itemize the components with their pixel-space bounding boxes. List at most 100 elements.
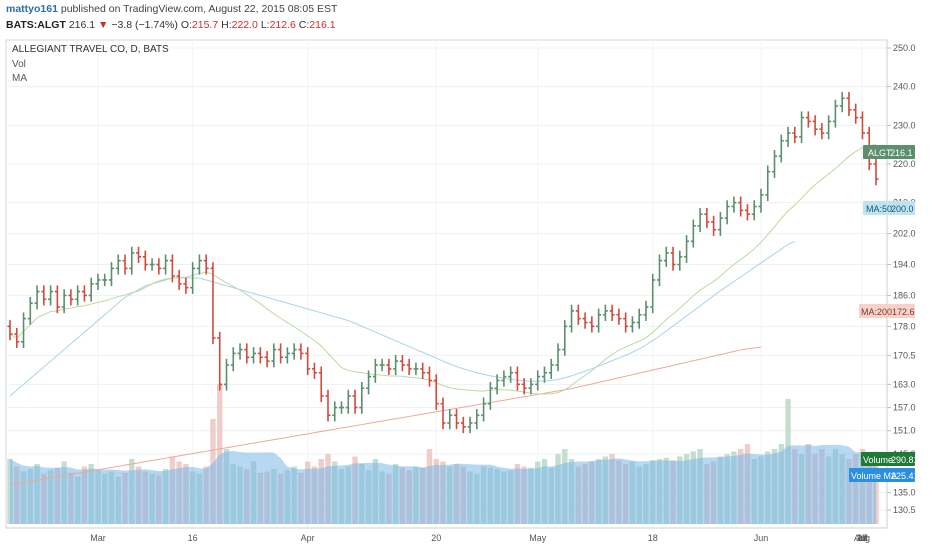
moving-average-layer: [9, 143, 877, 486]
ohlc-bar: [853, 103, 859, 124]
low-label: L:: [260, 19, 270, 31]
last-price: 216.1: [68, 19, 96, 31]
chart-title: ALLEGIANT TRAVEL CO, D, BATS: [12, 44, 169, 55]
ma200-line: [9, 346, 762, 486]
ohlc-bar: [474, 409, 480, 430]
ohlc-bar: [832, 99, 838, 128]
ohlc-bar: [711, 215, 717, 236]
ohlc-bar: [149, 258, 155, 271]
y-tick-label: 178.0: [893, 321, 916, 331]
y-tick-label: 130.5: [893, 505, 916, 515]
ohlc-bar: [27, 296, 33, 325]
chart-header: mattyo161 published on TradingView.com, …: [0, 0, 932, 36]
ohlc-bar: [819, 123, 825, 140]
ohlc-bar: [386, 358, 392, 376]
ohlc-bar: [413, 362, 419, 376]
x-tick-label: 18: [648, 533, 658, 543]
volume-ma-badge-label: Volume MA: [851, 471, 897, 481]
ohlc-bar: [48, 285, 54, 306]
ohlc-bar: [623, 312, 629, 333]
ohlc-bar: [393, 354, 399, 376]
ohlc-bar: [325, 389, 331, 422]
ohlc-bar: [873, 157, 879, 186]
ohlc-bar: [602, 304, 608, 321]
published-text: published on TradingView.com, August 22,…: [60, 3, 338, 15]
ohlc-bar: [575, 304, 581, 325]
ohlc-bar: [183, 277, 189, 294]
volume-ma-badge: Volume MA 225.418K: [849, 468, 930, 482]
ohlc-bar: [14, 327, 20, 349]
ohlc-bar: [481, 397, 487, 422]
down-arrow-icon: ▼: [98, 19, 109, 31]
ohlc-bar: [663, 246, 669, 267]
ohlc-bar: [420, 362, 426, 379]
ohlc-bar: [169, 254, 175, 283]
ohlc-bar: [61, 289, 67, 314]
ohlc-bar: [210, 262, 216, 345]
ohlc-bar: [298, 343, 304, 360]
ma50-line: [9, 240, 796, 397]
volume-layer: [7, 384, 879, 524]
chart-area[interactable]: 250.0240.0230.0220.0210.0202.0194.0186.0…: [0, 36, 932, 555]
ohlc-bar: [176, 269, 182, 291]
ohlc-bar: [108, 262, 114, 287]
ma50-badge-value: 200.0: [891, 204, 914, 214]
ohlc-bar: [7, 320, 13, 341]
ohlc-bar: [142, 250, 148, 271]
ohlc-bar: [609, 304, 615, 321]
ohlc-bar: [54, 285, 60, 314]
ohlc-bar: [237, 343, 243, 360]
price-badge: ALGT 216.1: [863, 145, 915, 159]
y-tick-label: 157.0: [893, 403, 916, 413]
ohlc-bar: [244, 343, 250, 364]
ohlc-bar: [284, 347, 290, 364]
ohlc-bar: [494, 374, 500, 395]
close-label: C:: [298, 19, 310, 31]
ohlc-bar: [812, 115, 818, 136]
ma200-badge-label: MA:200: [861, 307, 892, 317]
price-chart[interactable]: 250.0240.0230.0220.0210.0202.0194.0186.0…: [0, 36, 932, 550]
x-tick-label: 17: [857, 533, 867, 543]
price-change: −3.8 (−1.74%): [111, 19, 178, 31]
ohlc-bar: [311, 362, 317, 379]
ohlc-bar: [785, 126, 791, 147]
y-tick-label: 194.0: [893, 260, 916, 270]
high-label: H:: [221, 19, 232, 31]
ohlc-bar: [440, 397, 446, 430]
ohlc-bar: [345, 389, 351, 414]
ohlc-bar: [643, 300, 649, 321]
ohlc-bar: [690, 219, 696, 248]
ohlc-bar: [129, 246, 135, 275]
ohlc-bar: [291, 343, 297, 360]
ohlc-bar: [758, 188, 764, 213]
ohlc-bar: [251, 347, 257, 364]
ohlc-bar: [555, 343, 561, 372]
ohlc-bar: [454, 409, 460, 430]
x-tick-label: 20: [857, 533, 867, 543]
ohlc-bar: [460, 416, 466, 434]
ohlc-bar: [717, 211, 723, 236]
ohlc-bar: [677, 250, 683, 271]
author-link[interactable]: mattyo161: [6, 3, 58, 15]
ohlc-bar: [81, 285, 87, 302]
ohlc-bar: [487, 382, 493, 410]
ohlc-bar: [359, 382, 365, 414]
ohlc-bar: [399, 354, 405, 372]
ohlc-bar: [21, 312, 27, 349]
ohlc-bar: [433, 374, 439, 410]
x-tick-label: Mar: [90, 533, 106, 543]
ohlc-bar: [562, 320, 568, 356]
volume-bar: [217, 384, 223, 524]
ohlc-bar: [366, 370, 372, 395]
y-tick-label: 135.0: [893, 488, 916, 498]
x-tick-label: Jul: [856, 533, 868, 543]
legend-vol: Vol: [12, 59, 26, 70]
ohlc-bar: [724, 200, 730, 225]
ohlc-bar: [521, 378, 527, 395]
close-value: 216.1: [309, 19, 336, 31]
ohlc-bar: [616, 308, 622, 325]
ohlc-bar: [379, 358, 385, 372]
ohlc-bar: [75, 285, 81, 306]
ohlc-bar: [792, 126, 798, 144]
